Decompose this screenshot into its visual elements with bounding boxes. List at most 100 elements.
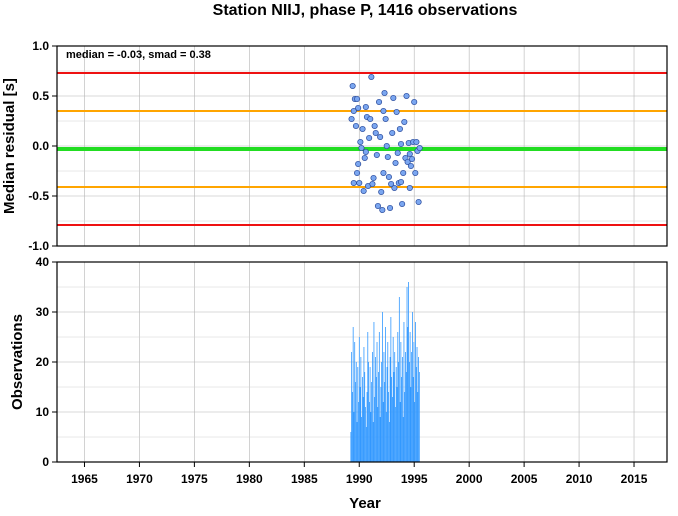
residual-point [371, 122, 378, 130]
observation-bar [400, 342, 402, 462]
residual-point [400, 169, 407, 177]
observation-bar [392, 337, 394, 462]
observation-bar [399, 402, 401, 462]
residual-point [375, 98, 383, 106]
observation-bar [375, 377, 377, 462]
observation-bar [389, 357, 391, 462]
residual-point [349, 82, 356, 90]
residual-point [379, 206, 386, 214]
residual-point [406, 184, 413, 192]
residual-point [404, 158, 411, 166]
observations-tick-label: 30 [36, 305, 50, 319]
residual-point [416, 144, 423, 152]
observation-bar [387, 342, 389, 462]
observation-bar [380, 387, 382, 462]
residual-point [350, 107, 357, 115]
residual-point [354, 169, 361, 177]
observation-bar [361, 417, 363, 462]
residual-point [348, 115, 355, 123]
observation-bar [357, 367, 359, 462]
residual-point [357, 138, 364, 146]
year-tick-label: 1995 [401, 472, 428, 486]
chart-title: Station NIIJ, phase P, 1416 observations [213, 2, 518, 19]
residual-point [367, 115, 374, 123]
observation-bar [414, 402, 416, 462]
observation-bar [402, 357, 403, 462]
observation-bar [351, 352, 353, 462]
observation-bar [415, 367, 417, 462]
observations-tick-label: 40 [36, 255, 50, 269]
residual-point [401, 118, 408, 126]
year-tick-label: 1975 [181, 472, 208, 486]
year-tick-label: 2015 [621, 472, 648, 486]
residual-point [358, 144, 365, 152]
residual-point [392, 159, 399, 167]
residual-point [388, 180, 395, 188]
observation-bar [388, 392, 389, 462]
residual-y-ticks: 1.0 0.5 0.0 -0.5 -1.0 [28, 39, 57, 253]
residual-point [362, 103, 369, 111]
observation-bar [405, 372, 407, 462]
residual-point [403, 92, 410, 100]
observation-bar [364, 372, 366, 462]
residual-panel: 1.0 0.5 0.0 -0.5 -1.0 median = -0.03, smad =… [1, 39, 668, 253]
residual-point [380, 107, 387, 115]
observation-bar [372, 422, 374, 462]
observation-bar [391, 377, 393, 462]
observation-bar [360, 357, 362, 462]
residual-point [380, 169, 387, 177]
residual-point [355, 104, 362, 112]
observation-bar [411, 352, 413, 462]
observation-bar [371, 382, 373, 462]
observation-bar [366, 392, 368, 462]
observation-bar [417, 392, 419, 462]
observation-bar [352, 327, 354, 462]
observation-bar [401, 377, 403, 462]
residual-point [368, 73, 375, 81]
residual-point [354, 95, 361, 103]
year-tick-label: 1985 [291, 472, 318, 486]
observation-bar [368, 402, 370, 462]
residual-point [372, 129, 379, 137]
residual-point [374, 202, 381, 210]
residual-points [348, 73, 423, 214]
observation-bar [398, 362, 399, 462]
observation-bar [355, 362, 357, 462]
residual-point [408, 155, 416, 163]
observation-bar [362, 397, 364, 462]
observation-bar [407, 327, 409, 462]
year-tick-label: 1990 [346, 472, 373, 486]
observation-bar [355, 382, 356, 462]
observation-bar [406, 287, 408, 462]
observations-tick-label: 0 [42, 455, 49, 469]
observation-bar [412, 377, 414, 462]
year-x-label: Year [349, 495, 381, 511]
observation-bar [390, 317, 392, 462]
observation-bar [368, 362, 369, 462]
observation-bar [418, 372, 420, 462]
observation-bar [408, 362, 410, 462]
observation-bar [358, 337, 360, 462]
residual-point [359, 125, 366, 133]
residual-point [412, 169, 419, 177]
observation-bar [404, 392, 406, 462]
year-tick-label: 1980 [236, 472, 263, 486]
residual-point [360, 187, 367, 195]
residual-point [381, 89, 388, 97]
observation-bar [402, 417, 404, 462]
observation-bar [354, 342, 356, 462]
residual-point [396, 125, 403, 133]
residual-tick-label: -1.0 [28, 239, 49, 253]
residual-tick-label: -0.5 [28, 189, 49, 203]
observation-bar [405, 352, 406, 462]
observation-bar [374, 397, 376, 462]
observation-bar [410, 387, 412, 462]
observation-bar [379, 417, 381, 462]
residual-point [406, 150, 413, 158]
residual-point [386, 204, 394, 212]
residual-point [389, 129, 396, 137]
observation-bar [409, 332, 411, 462]
year-x-ticks: 1965 1970 1975 1980 1985 1990 1995 2000 2005 2010… [71, 462, 648, 486]
observation-bar [378, 372, 379, 462]
